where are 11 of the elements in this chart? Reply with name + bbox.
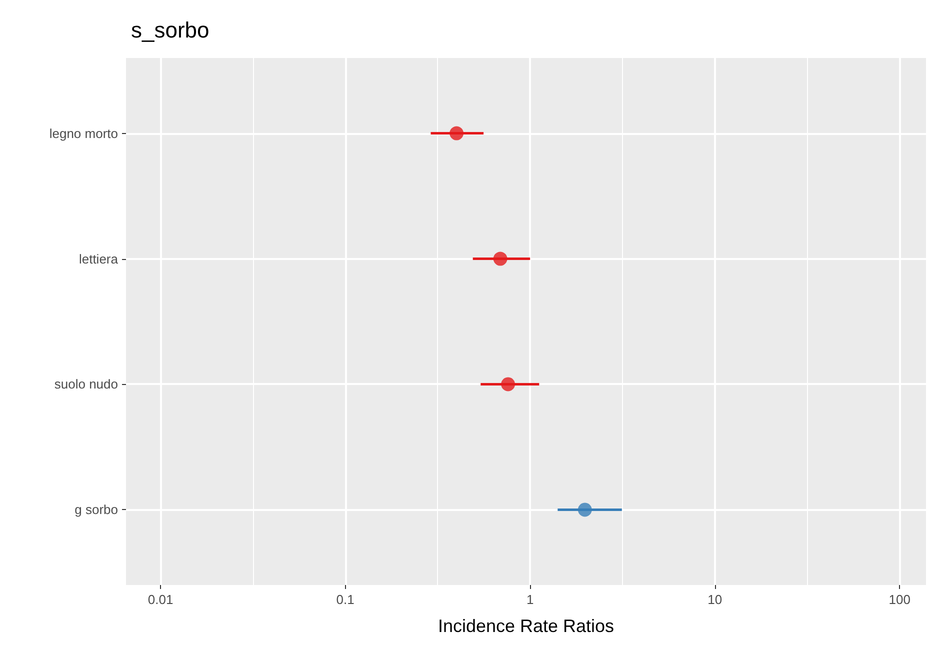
- x-axis-title: Incidence Rate Ratios: [438, 616, 614, 636]
- y-tick-label: lettiera: [78, 251, 119, 266]
- chart-title: s_sorbo: [131, 18, 210, 42]
- y-tick-label: legno morto: [49, 126, 118, 141]
- x-tick-label: 1: [526, 592, 534, 607]
- y-tick-label: g sorbo: [74, 502, 118, 518]
- y-tick-label: suolo nudo: [54, 376, 118, 392]
- x-tick-label: 0.1: [336, 592, 354, 607]
- x-tick-label: 10: [708, 592, 722, 607]
- x-tick-label: 0.01: [148, 592, 174, 607]
- x-tick-label: 100: [888, 592, 910, 607]
